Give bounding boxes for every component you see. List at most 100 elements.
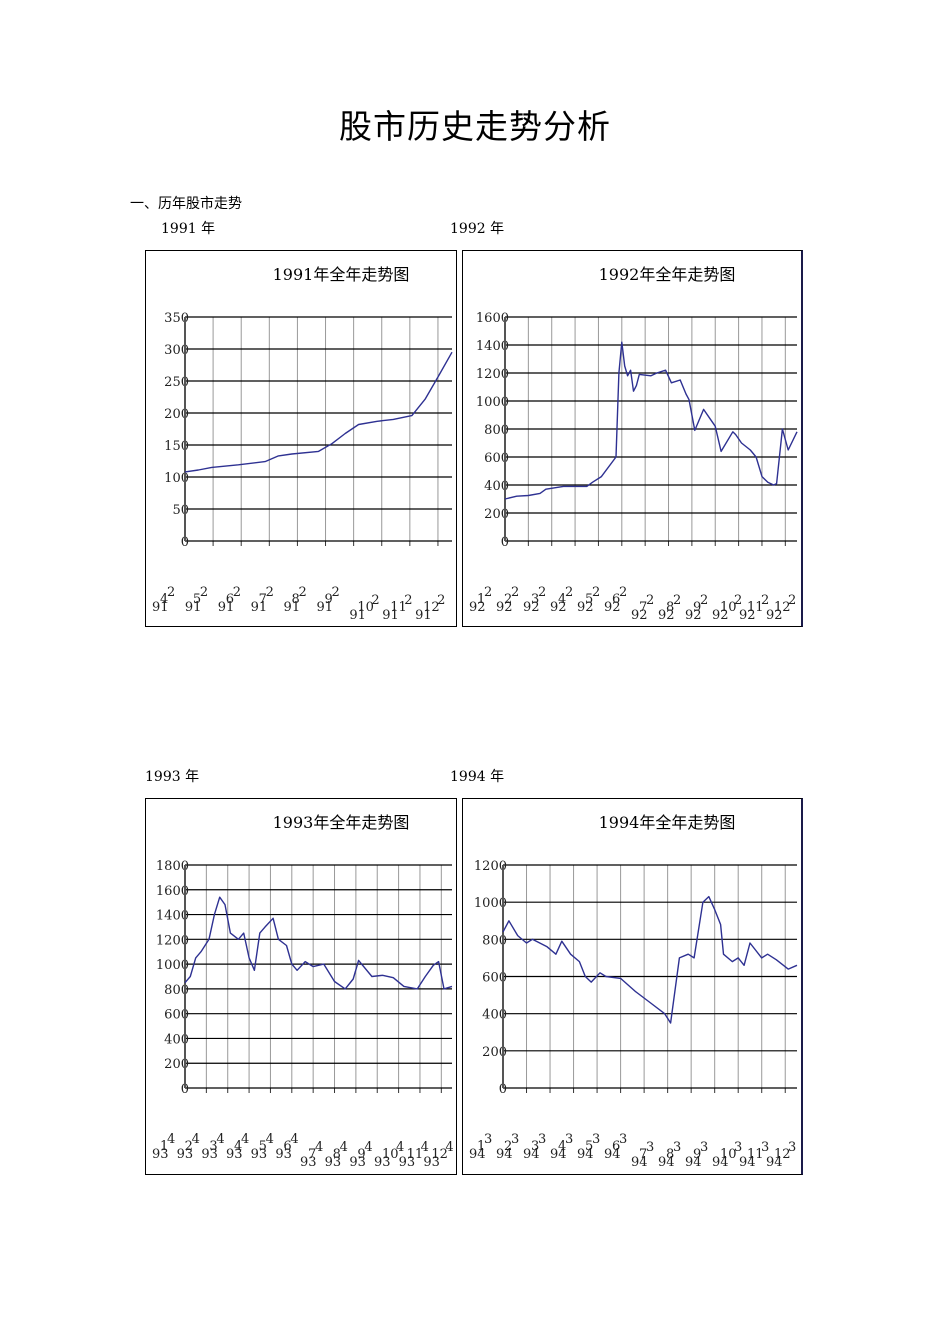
x-tick-label-month: 6 xyxy=(283,1139,291,1154)
x-tick-label: 94 xyxy=(577,1147,594,1162)
x-tick-label-day: 3 xyxy=(484,1132,492,1147)
y-tick-label: 300 xyxy=(164,343,189,358)
x-tick-label-month: 12 xyxy=(774,600,791,615)
x-tick-label: 93 xyxy=(177,1147,194,1162)
x-tick-label-day: 2 xyxy=(592,585,600,600)
year-label-1994: 1994 年 xyxy=(450,769,505,785)
x-tick-label: 93 xyxy=(399,1155,416,1170)
x-tick-label-day: 2 xyxy=(700,593,708,608)
y-tick-label: 0 xyxy=(501,535,509,550)
chart-plot: 0200400600800100012001400160018009314932… xyxy=(152,859,454,1170)
y-tick-label: 200 xyxy=(164,1057,189,1072)
x-tick-label-month: 2 xyxy=(504,592,512,607)
x-tick-label-day: 4 xyxy=(167,1132,175,1147)
y-tick-label: 0 xyxy=(499,1082,507,1097)
x-tick-label-month: 5 xyxy=(193,592,201,607)
x-tick-label: 91 xyxy=(415,608,432,623)
y-tick-label: 1200 xyxy=(474,859,507,874)
y-tick-label: 1400 xyxy=(156,909,189,924)
x-tick-label-day: 2 xyxy=(673,593,681,608)
x-tick-label-day: 2 xyxy=(788,593,796,608)
x-tick-label-month: 4 xyxy=(558,592,566,607)
y-tick-label: 600 xyxy=(484,451,509,466)
x-tick-label-month: 5 xyxy=(585,592,593,607)
x-tick-label-month: 5 xyxy=(585,1139,593,1154)
x-tick-label-day: 4 xyxy=(290,1132,298,1147)
x-tick-label-month: 11 xyxy=(747,1147,764,1162)
y-tick-label: 1400 xyxy=(476,339,509,354)
x-tick-label-day: 3 xyxy=(788,1140,796,1155)
x-tick-label: 93 xyxy=(152,1147,169,1162)
x-tick-label-day: 2 xyxy=(404,593,412,608)
x-tick-label-day: 3 xyxy=(673,1140,681,1155)
x-tick-label-month: 4 xyxy=(160,592,168,607)
x-tick-label-month: 7 xyxy=(639,1147,647,1162)
x-tick-label-month: 8 xyxy=(666,600,674,615)
data-line xyxy=(184,896,453,990)
x-tick-label-month: 11 xyxy=(390,600,407,615)
section-heading: 一、历年股市走势 xyxy=(130,196,242,212)
x-tick-label-day: 4 xyxy=(216,1132,224,1147)
x-tick-label-month: 3 xyxy=(531,1139,539,1154)
x-tick-label: 92 xyxy=(496,600,513,615)
x-tick-label-day: 2 xyxy=(331,585,339,600)
x-tick-label-day: 2 xyxy=(511,585,519,600)
year-label-1991: 1991 年 xyxy=(161,221,216,237)
x-tick-label: 92 xyxy=(523,600,540,615)
x-tick-label: 93 xyxy=(201,1147,218,1162)
y-tick-label: 800 xyxy=(164,983,189,998)
x-tick-label-month: 1 xyxy=(477,1139,485,1154)
x-tick-label-day: 4 xyxy=(241,1132,249,1147)
x-tick-label-day: 4 xyxy=(266,1132,274,1147)
x-tick-label-day: 3 xyxy=(538,1132,546,1147)
y-tick-label: 1800 xyxy=(156,859,189,874)
x-tick-label: 91 xyxy=(382,608,399,623)
y-tick-label: 1200 xyxy=(476,367,509,382)
x-tick-label-day: 4 xyxy=(364,1140,372,1155)
x-tick-label-day: 2 xyxy=(565,585,573,600)
y-tick-label: 1600 xyxy=(476,311,509,326)
chart-plot: 0501001502002503003509142915291629172918… xyxy=(152,311,453,623)
x-tick-label-month: 6 xyxy=(226,592,234,607)
x-tick-label: 92 xyxy=(631,608,648,623)
x-tick-label-day: 2 xyxy=(761,593,769,608)
x-tick-label: 92 xyxy=(739,608,756,623)
x-tick-label-month: 5 xyxy=(259,1139,267,1154)
x-tick-label-day: 3 xyxy=(511,1132,519,1147)
x-tick-label: 93 xyxy=(423,1155,440,1170)
y-tick-label: 1000 xyxy=(156,958,189,973)
y-tick-label: 200 xyxy=(482,1045,507,1060)
x-tick-label-day: 3 xyxy=(592,1132,600,1147)
chart-1991: 0 50 100 150 200 250 300 350 91 4 2 91 5 2 91 6 2 91 7 2 91 8… xyxy=(145,250,457,627)
x-tick-label-month: 6 xyxy=(612,592,620,607)
x-tick-label-day: 4 xyxy=(396,1140,404,1155)
year-label-1993: 1993 年 xyxy=(145,769,200,785)
y-tick-label: 150 xyxy=(164,439,189,454)
x-tick-label: 91 xyxy=(251,600,268,615)
chart-title: 1994年全年走势图 xyxy=(598,813,736,832)
x-tick-label-month: 8 xyxy=(292,592,300,607)
chart-title: 1993年全年走势图 xyxy=(272,813,410,832)
data-line xyxy=(184,351,453,473)
year-label-1992: 1992 年 xyxy=(450,221,505,237)
x-tick-label-month: 12 xyxy=(774,1147,791,1162)
y-tick-label: 200 xyxy=(164,407,189,422)
y-tick-label: 600 xyxy=(482,971,507,986)
x-tick-label-month: 8 xyxy=(666,1147,674,1162)
x-tick-label-day: 3 xyxy=(761,1140,769,1155)
x-tick-label-month: 2 xyxy=(185,1139,193,1154)
x-tick-label: 91 xyxy=(218,600,235,615)
x-tick-label: 94 xyxy=(523,1147,540,1162)
x-tick-label-day: 4 xyxy=(445,1140,453,1155)
y-tick-label: 800 xyxy=(482,933,507,948)
document-title: 股市历史走势分析 xyxy=(339,107,611,146)
x-tick-label-month: 11 xyxy=(747,600,764,615)
x-tick-label-day: 2 xyxy=(299,585,307,600)
y-tick-label: 0 xyxy=(181,1082,189,1097)
chart-1992: 0 200 400 600 800 1000 1200 1400 1600 92 1 2 92 2 2 92 3… xyxy=(462,250,803,627)
chart-title: 1992年全年走势图 xyxy=(598,265,736,284)
x-tick-label-day: 2 xyxy=(646,593,654,608)
x-tick-label: 91 xyxy=(349,608,366,623)
x-tick-label-day: 2 xyxy=(437,593,445,608)
x-tick-label: 92 xyxy=(550,600,567,615)
